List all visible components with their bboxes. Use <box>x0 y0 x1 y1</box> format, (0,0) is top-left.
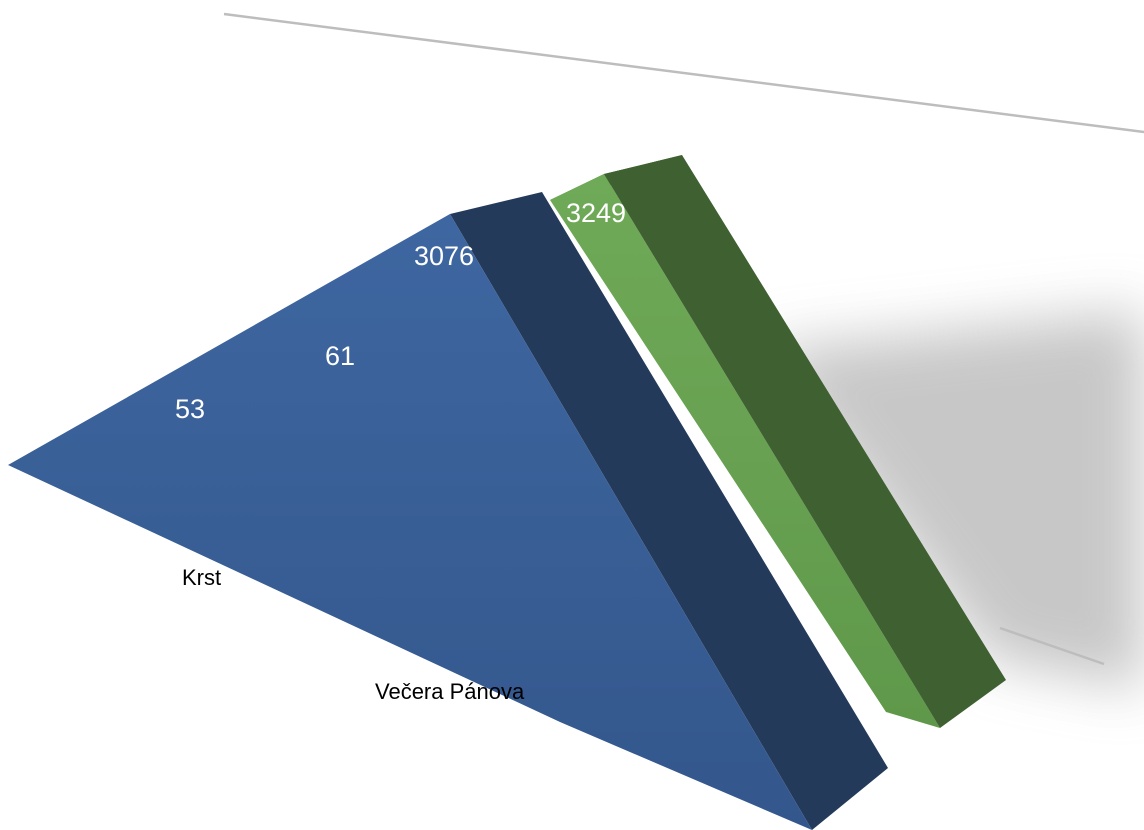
data-label: 3076 <box>414 241 474 271</box>
series-1-side-face <box>450 192 888 830</box>
axis-lines <box>223 12 1144 666</box>
category-labels: Krst Večera Pánova <box>182 565 525 704</box>
category-label: Krst <box>182 565 221 590</box>
back-wall-line <box>223 12 1144 134</box>
floor-edge-line <box>999 626 1105 666</box>
data-label: 53 <box>175 394 205 424</box>
series-2-front-face <box>550 174 940 728</box>
series-2-side-face <box>604 155 1006 728</box>
data-label: 3249 <box>566 198 626 228</box>
data-label: 61 <box>325 341 355 371</box>
series-1-front-face <box>8 214 812 830</box>
data-labels: 53 61 3076 3249 <box>175 198 626 424</box>
series-layer <box>8 155 1006 830</box>
floor-shadow <box>760 310 1144 690</box>
category-label: Večera Pánova <box>375 679 525 704</box>
floor-shadow-layer <box>760 310 1144 690</box>
